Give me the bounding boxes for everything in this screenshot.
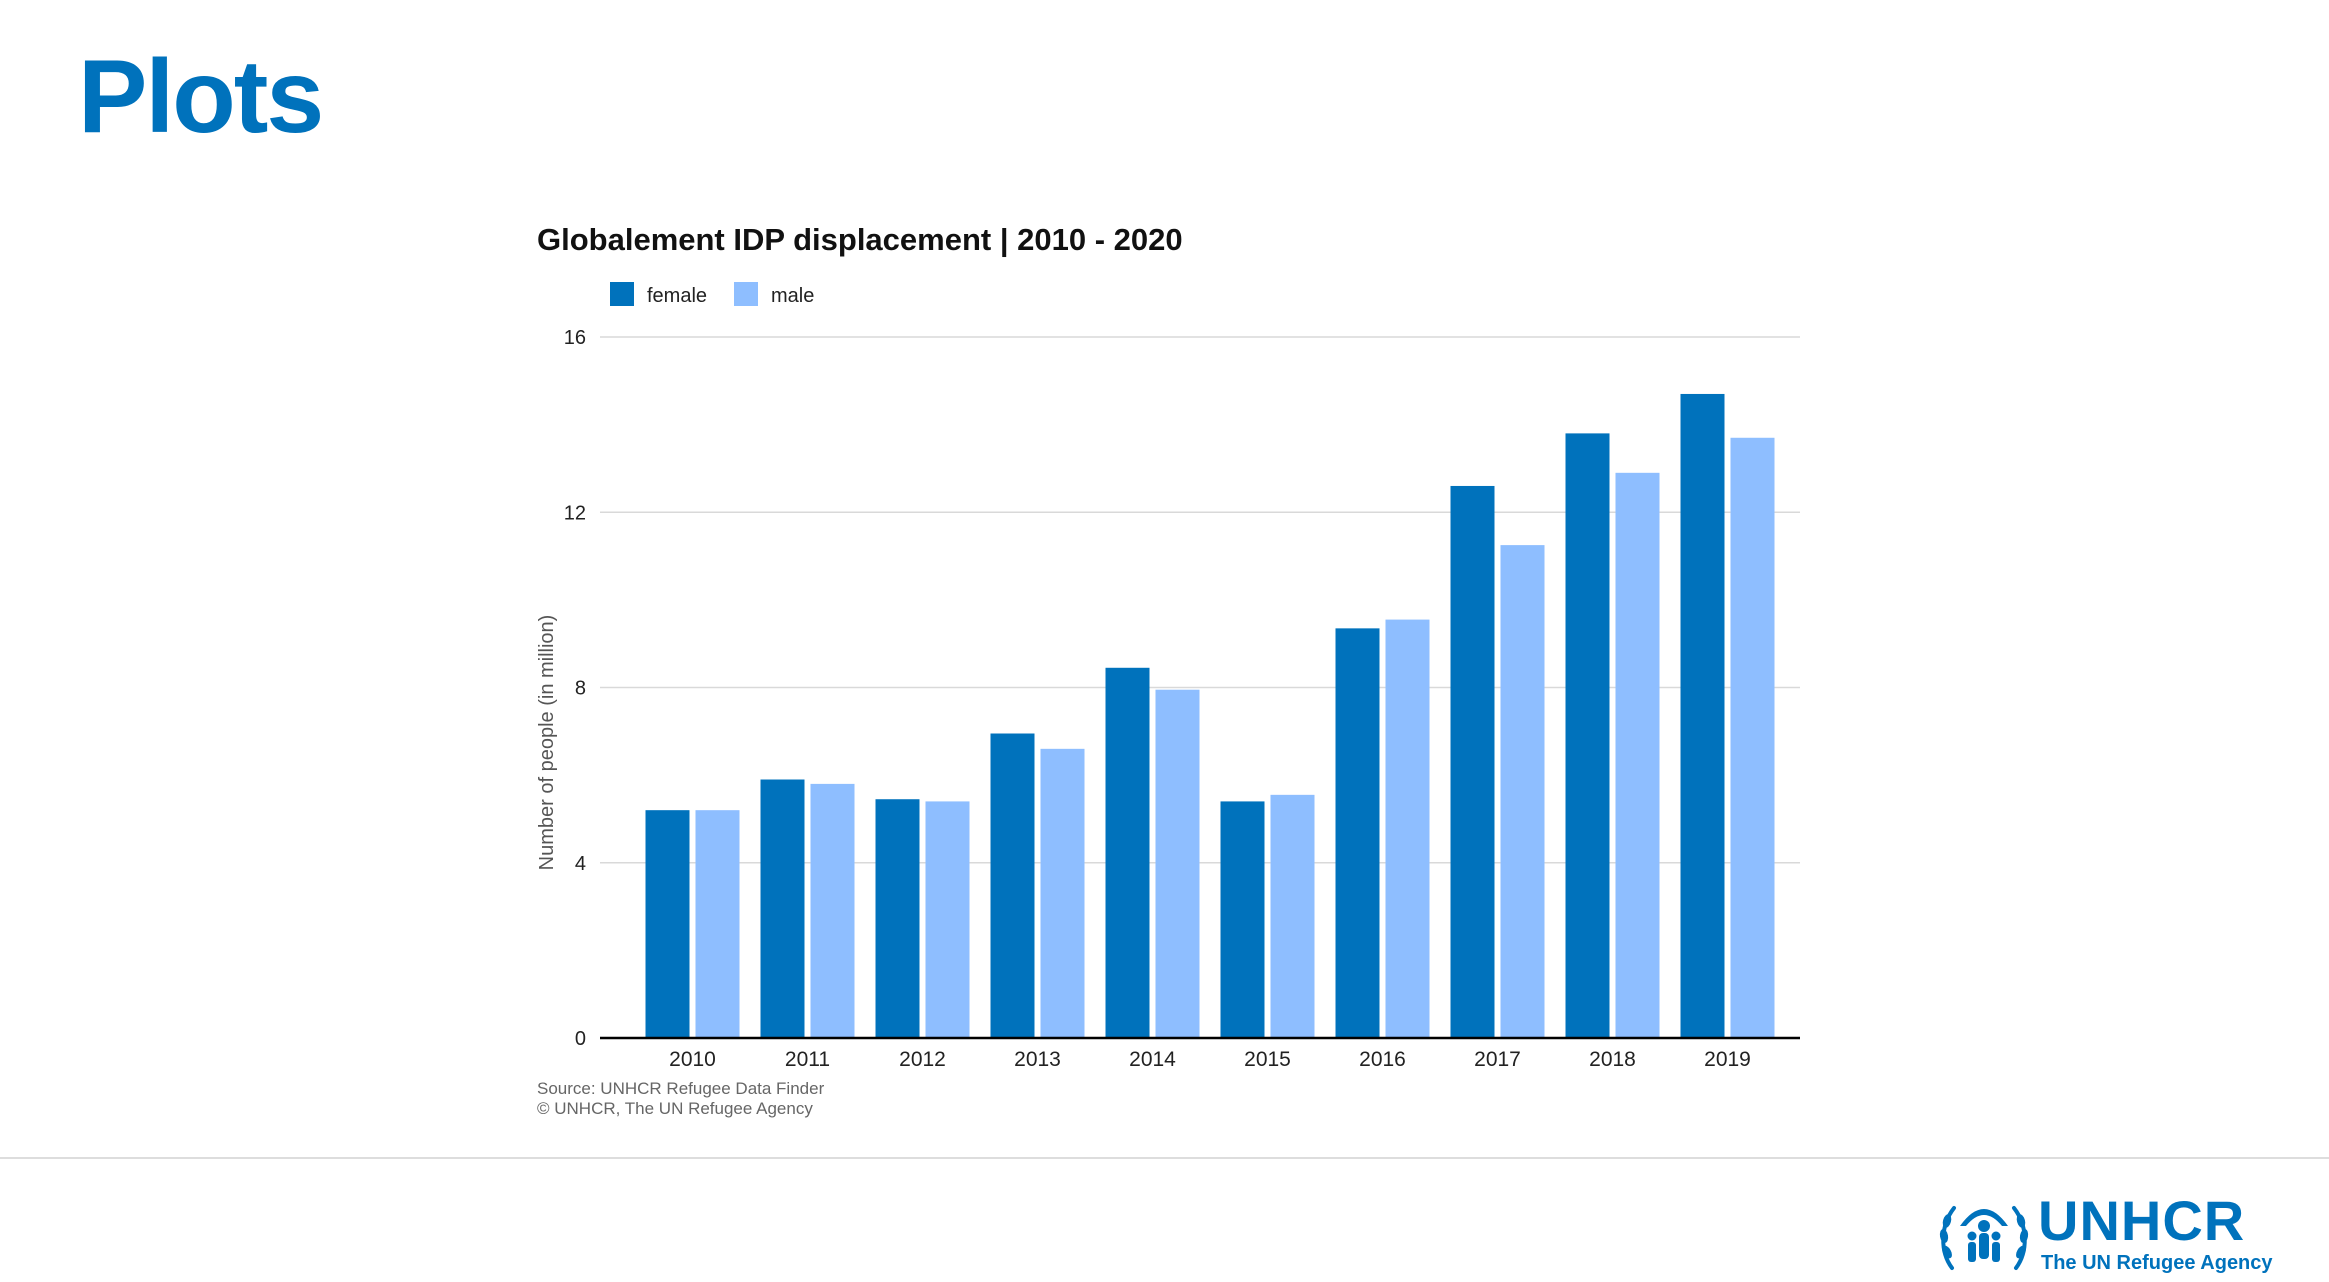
unhcr-emblem-icon (1939, 1206, 2029, 1270)
bar-male-2018 (1615, 472, 1660, 1039)
x-tick-label: 2013 (1014, 1048, 1061, 1071)
bar-male-2015 (1270, 794, 1315, 1038)
bar-male-2010 (695, 810, 740, 1038)
x-tick-label: 2017 (1474, 1048, 1521, 1071)
bar-female-2019 (1680, 393, 1725, 1038)
bar-chart: Globalement IDP displacement | 2010 - 20… (536, 222, 1800, 1118)
chart-source-line: Source: UNHCR Refugee Data Finder (537, 1079, 825, 1098)
logo-tagline: The UN Refugee Agency (2041, 1252, 2273, 1274)
y-tick-label: 4 (575, 853, 586, 875)
y-axis-label: Number of people (in million) (536, 615, 558, 871)
y-tick-label: 16 (564, 327, 586, 349)
bar-male-2012 (925, 801, 970, 1038)
bar-female-2011 (760, 779, 805, 1038)
legend-label-female: female (647, 285, 707, 307)
unhcr-logo: UNHCR The UN Refugee Agency (1938, 1190, 2273, 1276)
bar-female-2018 (1565, 433, 1610, 1038)
bar-female-2015 (1220, 801, 1265, 1038)
bar-female-2013 (990, 733, 1035, 1038)
legend-swatch-female (610, 282, 634, 306)
footer-divider (0, 1157, 2329, 1159)
bar-female-2017 (1450, 485, 1495, 1038)
bar-male-2011 (810, 783, 855, 1038)
x-tick-label: 2016 (1359, 1048, 1406, 1071)
bar-male-2014 (1155, 689, 1200, 1038)
y-tick-label: 0 (575, 1028, 586, 1050)
y-tick-label: 8 (575, 678, 586, 700)
bar-female-2014 (1105, 667, 1150, 1038)
x-tick-label: 2010 (669, 1048, 716, 1071)
x-tick-label: 2012 (899, 1048, 946, 1071)
logo-wordmark: UNHCR (2038, 1189, 2246, 1252)
bar-female-2016 (1335, 628, 1380, 1038)
chart-title: Globalement IDP displacement | 2010 - 20… (537, 222, 1183, 257)
bar-female-2012 (875, 799, 920, 1038)
x-tick-label: 2011 (785, 1048, 830, 1071)
x-tick-label: 2019 (1704, 1048, 1751, 1071)
chart-source-line: © UNHCR, The UN Refugee Agency (537, 1099, 813, 1118)
page-title: Plots (78, 39, 324, 155)
bar-male-2013 (1040, 748, 1085, 1038)
y-tick-label: 12 (564, 502, 586, 524)
legend-swatch-male (734, 282, 758, 306)
bar-male-2019 (1730, 437, 1775, 1038)
x-tick-label: 2014 (1129, 1048, 1176, 1071)
x-tick-label: 2015 (1244, 1048, 1291, 1071)
bar-male-2017 (1500, 545, 1545, 1038)
bar-female-2010 (645, 810, 690, 1038)
x-tick-label: 2018 (1589, 1048, 1636, 1071)
legend-label-male: male (771, 285, 814, 307)
bar-male-2016 (1385, 619, 1430, 1038)
